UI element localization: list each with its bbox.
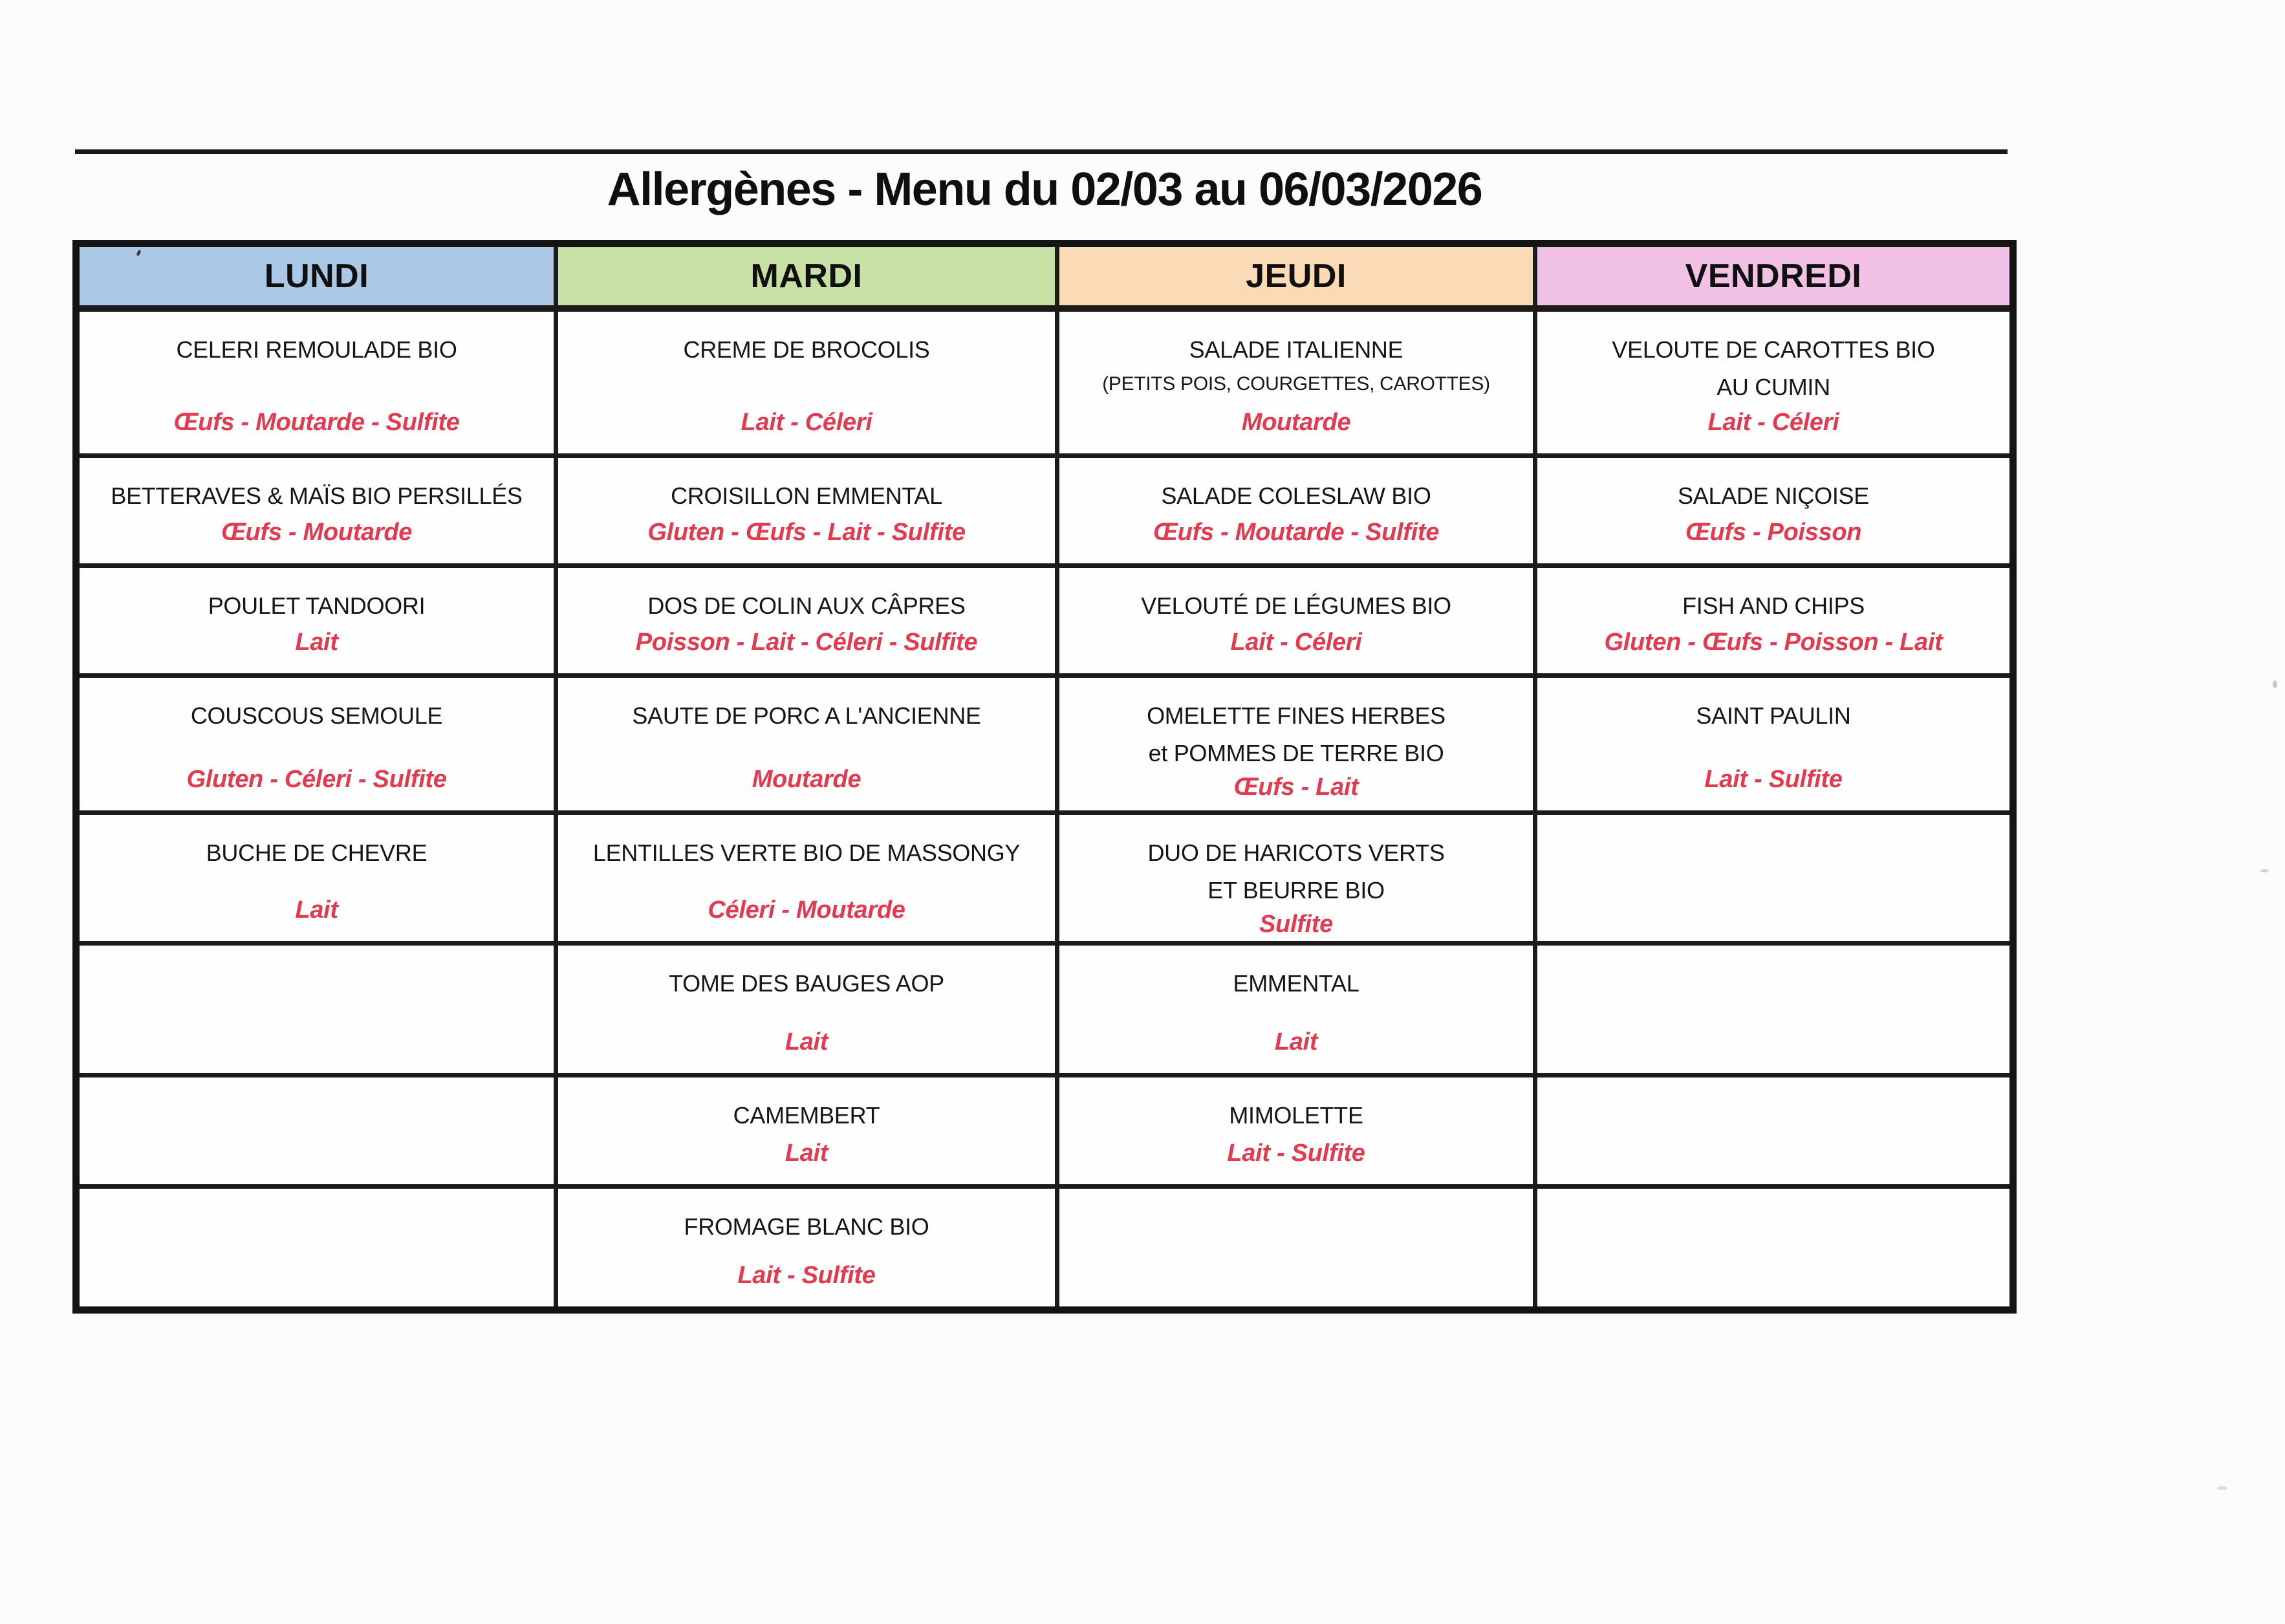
dish-name: VELOUTE DE CAROTTES BIO AU CUMIN	[1612, 336, 1935, 401]
dish-name: DOS DE COLIN AUX CÂPRES	[647, 592, 966, 619]
dish-name: OMELETTE FINES HERBES et POMMES DE TERRE …	[1147, 702, 1446, 767]
menu-cell-lundi-r1: CELERI REMOULADE BIO Œufs - Moutarde - S…	[80, 312, 558, 458]
allergen-list: Poisson - Lait - Céleri - Sulfite	[635, 629, 978, 656]
day-header-lundi: LUNDI	[80, 247, 558, 312]
menu-cell-vendredi-r8	[1537, 1189, 2009, 1306]
menu-cell-jeudi-r4: OMELETTE FINES HERBES et POMMES DE TERRE …	[1059, 678, 1537, 815]
dish-name: POULET TANDOORI	[208, 592, 426, 619]
allergen-list: Œufs - Poisson	[1685, 519, 1862, 547]
menu-cell-vendredi-r2: SALADE NIÇOISE Œufs - Poisson	[1537, 458, 2009, 568]
allergen-list: Lait - Sulfite	[1704, 766, 1843, 794]
dish-name: CREME DE BROCOLIS	[683, 336, 930, 363]
menu-cell-lundi-r6	[80, 946, 558, 1077]
allergen-list: Lait	[1274, 1028, 1318, 1056]
menu-cell-lundi-r8	[80, 1189, 558, 1306]
dish-name: SAINT PAULIN	[1696, 702, 1851, 729]
allergen-list: Lait	[785, 1028, 828, 1056]
dish-name: SALADE NIÇOISE	[1678, 482, 1869, 509]
menu-cell-vendredi-r4: SAINT PAULIN Lait - Sulfite	[1537, 678, 2009, 815]
menu-cell-mardi-r2: CROISILLON EMMENTAL Gluten - Œufs - Lait…	[558, 458, 1059, 568]
menu-cell-jeudi-r6: EMMENTAL Lait	[1059, 946, 1537, 1077]
menu-cell-mardi-r1: CREME DE BROCOLIS Lait - Céleri	[558, 312, 1059, 458]
allergen-list: Œufs - Moutarde - Sulfite	[1153, 519, 1440, 547]
menu-cell-mardi-r6: TOME DES BAUGES AOP Lait	[558, 946, 1059, 1077]
dish-name: EMMENTAL	[1233, 970, 1359, 997]
day-header-label: LUNDI	[264, 257, 369, 295]
day-header-label: MARDI	[750, 257, 863, 295]
scan-speck	[2260, 869, 2269, 872]
dish-name: LENTILLES VERTE BIO DE MASSONGY	[592, 839, 1021, 866]
day-header-vendredi: VENDREDI	[1537, 247, 2009, 312]
menu-cell-lundi-r4: COUSCOUS SEMOULE Gluten - Céleri - Sulfi…	[80, 678, 558, 815]
page-title: Allergènes - Menu du 02/03 au 06/03/2026	[607, 164, 1483, 215]
dish-name: DUO DE HARICOTS VERTS ET BEURRE BIO	[1147, 839, 1445, 904]
dish-name: VELOUTÉ DE LÉGUMES BIO	[1141, 592, 1451, 619]
allergen-list: Lait	[785, 1140, 828, 1167]
allergen-list: Moutarde	[752, 766, 861, 794]
allergen-list: Gluten - Œufs - Lait - Sulfite	[647, 519, 966, 547]
allergen-list: Gluten - Œufs - Poisson - Lait	[1604, 629, 1943, 656]
allergen-list: Céleri - Moutarde	[708, 896, 905, 924]
allergen-menu-table: LUNDI MARDI JEUDI VENDREDI CELERI REMOUL…	[72, 240, 2017, 1314]
menu-cell-jeudi-r7: MIMOLETTE Lait - Sulfite	[1059, 1077, 1537, 1189]
dish-name: COUSCOUS SEMOULE	[190, 702, 443, 729]
menu-cell-vendredi-r3: FISH AND CHIPS Gluten - Œufs - Poisson -…	[1537, 568, 2009, 678]
menu-cell-lundi-r7	[80, 1077, 558, 1189]
allergen-list: Gluten - Céleri - Sulfite	[186, 766, 447, 794]
day-header-mardi: MARDI	[558, 247, 1059, 312]
allergen-list: Lait - Céleri	[1230, 629, 1362, 656]
menu-cell-vendredi-r1: VELOUTE DE CAROTTES BIO AU CUMIN Lait - C…	[1537, 312, 2009, 458]
allergen-list: Lait - Céleri	[1707, 409, 1839, 437]
day-header-jeudi: JEUDI	[1059, 247, 1537, 312]
menu-cell-mardi-r3: DOS DE COLIN AUX CÂPRES Poisson - Lait -…	[558, 568, 1059, 678]
scan-speck	[2217, 1486, 2227, 1490]
day-header-label: JEUDI	[1246, 257, 1347, 295]
title-separator-rule	[75, 149, 2008, 154]
menu-cell-jeudi-r8	[1059, 1189, 1537, 1306]
menu-cell-jeudi-r3: VELOUTÉ DE LÉGUMES BIO Lait - Céleri	[1059, 568, 1537, 678]
allergen-list: Œufs - Lait	[1233, 773, 1359, 801]
menu-cell-mardi-r5: LENTILLES VERTE BIO DE MASSONGY Céleri -…	[558, 815, 1059, 946]
menu-cell-mardi-r7: CAMEMBERT Lait	[558, 1077, 1059, 1189]
dish-name: CAMEMBERT	[733, 1102, 880, 1129]
dish-name: FISH AND CHIPS	[1682, 592, 1865, 619]
menu-cell-lundi-r2: BETTERAVES & MAÏS BIO PERSILLÉS Œufs - M…	[80, 458, 558, 568]
allergen-list: Moutarde	[1241, 409, 1351, 437]
menu-cell-jeudi-r2: SALADE COLESLAW BIO Œufs - Moutarde - Su…	[1059, 458, 1537, 568]
dish-name: SAUTE DE PORC A L'ANCIENNE	[632, 702, 981, 729]
menu-cell-jeudi-r5: DUO DE HARICOTS VERTS ET BEURRE BIO Sulfi…	[1059, 815, 1537, 946]
menu-cell-vendredi-r7	[1537, 1077, 2009, 1189]
dish-name: CELERI REMOULADE BIO	[176, 336, 457, 363]
allergen-list: Lait - Sulfite	[1227, 1140, 1365, 1167]
scan-speck	[2273, 680, 2277, 688]
menu-cell-lundi-r3: POULET TANDOORI Lait	[80, 568, 558, 678]
allergen-list: Œufs - Moutarde	[221, 519, 413, 547]
dish-name: FROMAGE BLANC BIO	[684, 1213, 929, 1240]
dish-name: SALADE ITALIENNE (PETITS POIS, COURGETTES…	[1102, 331, 1490, 400]
dish-name: CROISILLON EMMENTAL	[671, 482, 942, 509]
dish-name: MIMOLETTE	[1229, 1102, 1363, 1129]
allergen-list: Lait	[295, 629, 338, 656]
day-header-label: VENDREDI	[1685, 257, 1862, 295]
dish-note: (PETITS POIS, COURGETTES, CAROTTES)	[1102, 373, 1490, 395]
dish-name: BUCHE DE CHEVRE	[206, 839, 428, 866]
allergen-list: Lait - Céleri	[741, 409, 872, 437]
dish-name: TOME DES BAUGES AOP	[669, 970, 944, 997]
allergen-list: Sulfite	[1259, 910, 1333, 938]
menu-cell-jeudi-r1: SALADE ITALIENNE (PETITS POIS, COURGETTES…	[1059, 312, 1537, 458]
menu-cell-mardi-r8: FROMAGE BLANC BIO Lait - Sulfite	[558, 1189, 1059, 1306]
allergen-list: Lait	[295, 896, 338, 924]
allergen-list: Œufs - Moutarde - Sulfite	[173, 409, 460, 437]
menu-cell-lundi-r5: BUCHE DE CHEVRE Lait	[80, 815, 558, 946]
menu-cell-vendredi-r5	[1537, 815, 2009, 946]
dish-name: SALADE COLESLAW BIO	[1161, 482, 1431, 509]
allergen-list: Lait - Sulfite	[737, 1262, 876, 1290]
menu-cell-mardi-r4: SAUTE DE PORC A L'ANCIENNE Moutarde	[558, 678, 1059, 815]
menu-cell-vendredi-r6	[1537, 946, 2009, 1077]
dish-name: BETTERAVES & MAÏS BIO PERSILLÉS	[111, 482, 523, 509]
